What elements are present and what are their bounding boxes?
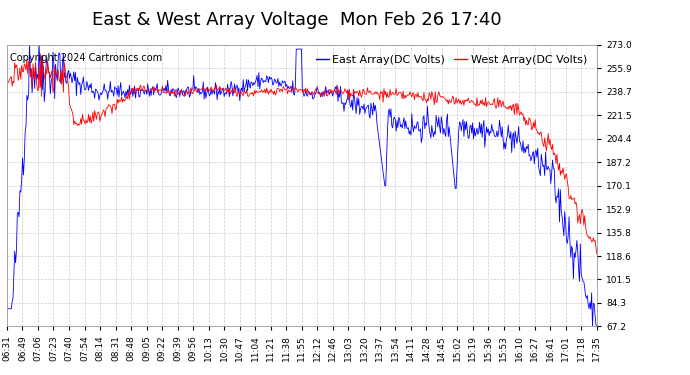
Text: Copyright 2024 Cartronics.com: Copyright 2024 Cartronics.com — [10, 54, 162, 63]
Text: East & West Array Voltage  Mon Feb 26 17:40: East & West Array Voltage Mon Feb 26 17:… — [92, 11, 502, 29]
Legend: East Array(DC Volts), West Array(DC Volts): East Array(DC Volts), West Array(DC Volt… — [311, 51, 591, 69]
